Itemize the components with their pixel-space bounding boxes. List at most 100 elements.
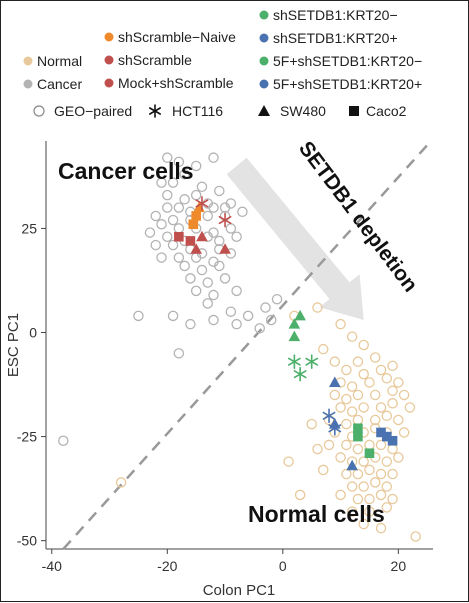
point-normal-open-circle-70 — [364, 506, 375, 517]
point-cancer-open-circle-37 — [167, 239, 179, 251]
point-cancer-open-circle-60 — [271, 293, 283, 305]
point-cancer-open-circle-23 — [202, 210, 213, 222]
point-normal-open-circle-5 — [358, 339, 369, 351]
legend-label-setdb1-krt20-plus: shSETDB1:KRT20+ — [273, 30, 398, 46]
point-normal-open-circle-55 — [341, 468, 352, 480]
legend-label-cancer: Cancer — [37, 76, 82, 92]
legend-label-5f-krt20-minus: 5F+shSETDB1:KRT20− — [273, 53, 422, 69]
point-cancer-open-circle-9 — [162, 189, 173, 201]
point-normal-open-circle-22 — [387, 385, 398, 397]
y-ticks: 25 0 -25 -50 — [17, 220, 46, 549]
point-cancer-open-circle-29 — [225, 223, 237, 234]
point-normal-open-circle-58 — [375, 468, 387, 480]
y-tick-label: 0 — [29, 325, 37, 341]
point-cancer-open-circle-63 — [208, 314, 219, 326]
point-cancer-open-circle-48 — [214, 260, 225, 272]
point-cancer-open-circle-43 — [173, 252, 185, 263]
point-normal-open-circle-28 — [387, 398, 398, 409]
point-cancer-open-circle-11 — [190, 189, 202, 201]
point-shscramble-naive-square-0 — [188, 219, 199, 230]
point-shsetdb1-krt20-asterisk-1 — [328, 420, 342, 436]
point-cancer-open-circle-62 — [231, 318, 242, 330]
point-5f-shsetdb1-krt20-square-1 — [387, 435, 398, 446]
point-cancer-open-circle-31 — [162, 231, 173, 243]
point-normal-open-circle-63 — [381, 481, 393, 492]
point-normal-open-circle-18 — [329, 389, 341, 401]
point-shscramble-asterisk-0 — [195, 196, 209, 211]
point-shsetdb1-krt20-triangle-2 — [288, 330, 301, 342]
y-tick-label: -25 — [17, 429, 37, 445]
point-cancer-open-circle-2 — [190, 160, 202, 172]
point-shscramble-square-1 — [185, 236, 196, 246]
point-normal-open-circle-11 — [375, 364, 387, 376]
point-normal-open-circle-20 — [352, 389, 364, 401]
point-cancer-open-circle-51 — [219, 273, 231, 284]
legend-swatch-normal — [23, 56, 33, 66]
legend-shape-open-circle — [33, 105, 45, 117]
point-normal-open-circle-4 — [346, 331, 358, 342]
point-cancer-open-circle-17 — [208, 202, 219, 213]
point-normal-open-circle-31 — [341, 418, 352, 430]
point-normal-open-circle-62 — [369, 477, 381, 488]
point-cancer-open-circle-42 — [156, 252, 167, 263]
point-normal-open-circle-72 — [358, 518, 369, 530]
diagonal-line — [62, 144, 429, 550]
point-cancer-open-circle-61 — [254, 323, 265, 334]
point-normal-open-circle-48 — [335, 452, 346, 463]
point-cancer-open-circle-10 — [179, 194, 190, 205]
point-normal-open-circle-74 — [283, 456, 294, 467]
point-normal-open-circle-43 — [341, 439, 352, 451]
point-normal-open-circle-21 — [369, 389, 381, 401]
setdb1-depletion-arrow — [226, 157, 364, 320]
legend-shape-square — [349, 106, 359, 116]
legend-swatch-scramble — [104, 55, 114, 65]
point-normal-open-circle-42 — [323, 439, 335, 451]
point-normal-open-circle-67 — [375, 489, 387, 501]
point-cancer-open-circle-14 — [162, 202, 173, 213]
point-cancer-open-circle-30 — [144, 227, 156, 238]
point-normal-open-circle-69 — [346, 506, 358, 517]
point-normal-open-circle-14 — [346, 381, 358, 392]
point-cancer-open-circle-47 — [196, 264, 208, 276]
arrow-shape — [226, 157, 364, 320]
point-normal-open-circle-60 — [346, 481, 358, 492]
point-cancer-open-circle-58 — [260, 302, 271, 313]
point-normal-open-circle-53 — [393, 452, 404, 463]
point-normal-open-circle-35 — [393, 414, 404, 426]
point-cancer-open-circle-65 — [167, 310, 179, 322]
legend-label-hct116: HCT116 — [172, 103, 223, 119]
point-normal-open-circle-34 — [381, 410, 393, 422]
point-normal-open-circle-6 — [329, 356, 341, 367]
x-tick-label: 20 — [391, 558, 407, 574]
point-cancer-open-circle-18 — [219, 202, 231, 213]
point-normal-open-circle-12 — [387, 360, 398, 372]
legend-label-normal: Normal — [37, 53, 82, 69]
point-cancer-open-circle-35 — [231, 231, 242, 243]
point-cancer-open-circle-54 — [231, 285, 242, 297]
point-normal-open-circle-77 — [115, 477, 127, 488]
point-normal-open-circle-75 — [294, 489, 306, 501]
point-normal-open-circle-45 — [364, 439, 375, 451]
point-mock-shscramble-triangle-0 — [196, 230, 208, 242]
y-tick-label: 25 — [21, 220, 37, 236]
point-normal-open-circle-2 — [335, 318, 346, 330]
point-cancer-open-circle-36 — [150, 239, 161, 251]
legend-label-5f-krt20-plus: 5F+shSETDB1:KRT20+ — [273, 76, 422, 92]
point-cancer-open-circle-34 — [214, 235, 225, 247]
point-normal-open-circle-19 — [341, 393, 352, 405]
point-cancer-open-circle-6 — [156, 177, 167, 188]
normal-cells-label: Normal cells — [248, 501, 385, 527]
point-normal-open-circle-54 — [318, 464, 329, 476]
point-normal-open-circle-7 — [352, 356, 364, 367]
legend-swatch-scramble-naive — [104, 32, 114, 42]
y-tick-label: -50 — [17, 533, 37, 549]
x-ticks: -40 -20 0 20 — [42, 549, 407, 574]
point-cancer-open-circle-46 — [179, 260, 190, 272]
x-tick-label: 0 — [279, 558, 287, 574]
point-normal-open-circle-9 — [341, 364, 352, 376]
point-normal-open-circle-61 — [358, 481, 369, 492]
point-shscramble-square-0 — [174, 231, 184, 242]
point-shsetdb1-krt20-asterisk-2 — [305, 354, 319, 369]
